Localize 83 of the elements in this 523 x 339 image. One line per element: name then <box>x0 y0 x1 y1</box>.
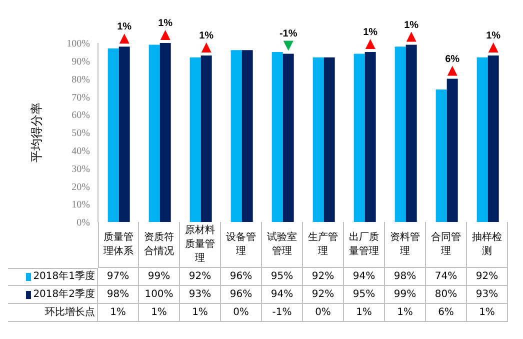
x-tick-label: 资料管理 <box>390 230 420 258</box>
text: 1% <box>199 30 214 42</box>
text: 1% <box>486 30 501 42</box>
bar <box>272 52 283 222</box>
data-label: 95% <box>262 268 303 286</box>
data-label: 93% <box>180 286 221 304</box>
bar <box>118 46 130 222</box>
text: 1% <box>110 306 126 318</box>
bar <box>160 43 171 222</box>
text: 1% <box>192 306 208 318</box>
y-tick-label: 0% <box>76 218 90 229</box>
bar <box>406 44 417 222</box>
data-label: 95% <box>344 286 385 304</box>
y-tick-label: 30% <box>72 164 90 175</box>
bar <box>282 54 294 222</box>
y-tick-label: 50% <box>72 128 90 140</box>
y-tick-label: 100% <box>66 38 90 50</box>
bar <box>200 56 212 222</box>
text: 1% <box>158 18 173 29</box>
data-label: 99% <box>139 268 180 286</box>
text: 1% <box>397 306 413 318</box>
data-label: 94% <box>344 268 385 286</box>
bar <box>446 78 458 222</box>
text: 1% <box>363 26 378 38</box>
bar <box>354 54 365 222</box>
data-label: 98% <box>98 286 139 304</box>
text: 1% <box>117 22 132 33</box>
y-tick-label: 70% <box>72 92 90 104</box>
data-label: 92% <box>303 286 344 304</box>
annotation: 6% <box>445 54 460 65</box>
y-tick-label: 40% <box>72 146 90 157</box>
bar <box>242 50 253 222</box>
data-label: 96% <box>221 268 262 286</box>
data-label: 96% <box>221 286 262 304</box>
bar <box>312 57 324 222</box>
x-tick-label: 质量管理体系 <box>104 230 134 258</box>
x-tick-label: 设备管理 <box>226 230 256 258</box>
text: -1% <box>272 306 292 318</box>
text: 环比增长点 <box>45 306 95 320</box>
y-tick-label: 90% <box>72 56 90 68</box>
data-label: 100% <box>139 286 180 304</box>
x-tick-label: 抽样检测 <box>472 230 502 258</box>
data-label: 98% <box>385 268 426 286</box>
data-label: 92% <box>303 268 344 286</box>
y-tick-label: 20% <box>72 182 90 193</box>
data-label: 92% <box>467 268 508 286</box>
x-tick-label: 原材料质量管理 <box>185 224 215 266</box>
text: 1% <box>151 306 167 318</box>
bar <box>394 46 406 222</box>
text: 0% <box>303 304 344 322</box>
bar <box>230 50 242 222</box>
bar <box>476 57 488 222</box>
y-axis-title: 平均得分率 <box>29 102 44 162</box>
x-tick-label: 合同管理 <box>431 230 461 258</box>
data-label: 93% <box>467 286 508 304</box>
y-tick-label: 10% <box>72 200 90 211</box>
bar <box>190 57 201 222</box>
text: 1% <box>356 306 372 318</box>
text: 6% <box>438 306 454 318</box>
text: -1% <box>279 28 298 40</box>
data-label: 94% <box>262 286 303 304</box>
bar <box>488 56 499 222</box>
text: 1% <box>479 306 495 318</box>
x-tick-label: 试验室管理 <box>267 230 297 258</box>
bar <box>148 44 160 222</box>
data-label: 74% <box>426 268 467 286</box>
data-label: 99% <box>385 286 426 304</box>
bar <box>324 57 335 222</box>
x-tick-label: 出厂质量管理 <box>349 230 379 258</box>
x-tick-label: 生产管理 <box>308 230 338 258</box>
bar <box>436 90 447 222</box>
x-tick-label: 资质符合情况 <box>144 230 174 258</box>
legend-label: 2018年2季度 <box>33 288 95 302</box>
data-label: 80% <box>426 286 467 304</box>
legend-label: 2018年1季度 <box>33 270 95 284</box>
text: 1% <box>404 20 419 31</box>
text: 0% <box>221 304 262 322</box>
bar <box>364 52 376 222</box>
bar <box>108 48 119 222</box>
data-label: 97% <box>98 268 139 286</box>
data-label: 92% <box>180 268 221 286</box>
y-tick-label: 80% <box>72 74 90 86</box>
y-tick-label: 60% <box>72 110 90 122</box>
